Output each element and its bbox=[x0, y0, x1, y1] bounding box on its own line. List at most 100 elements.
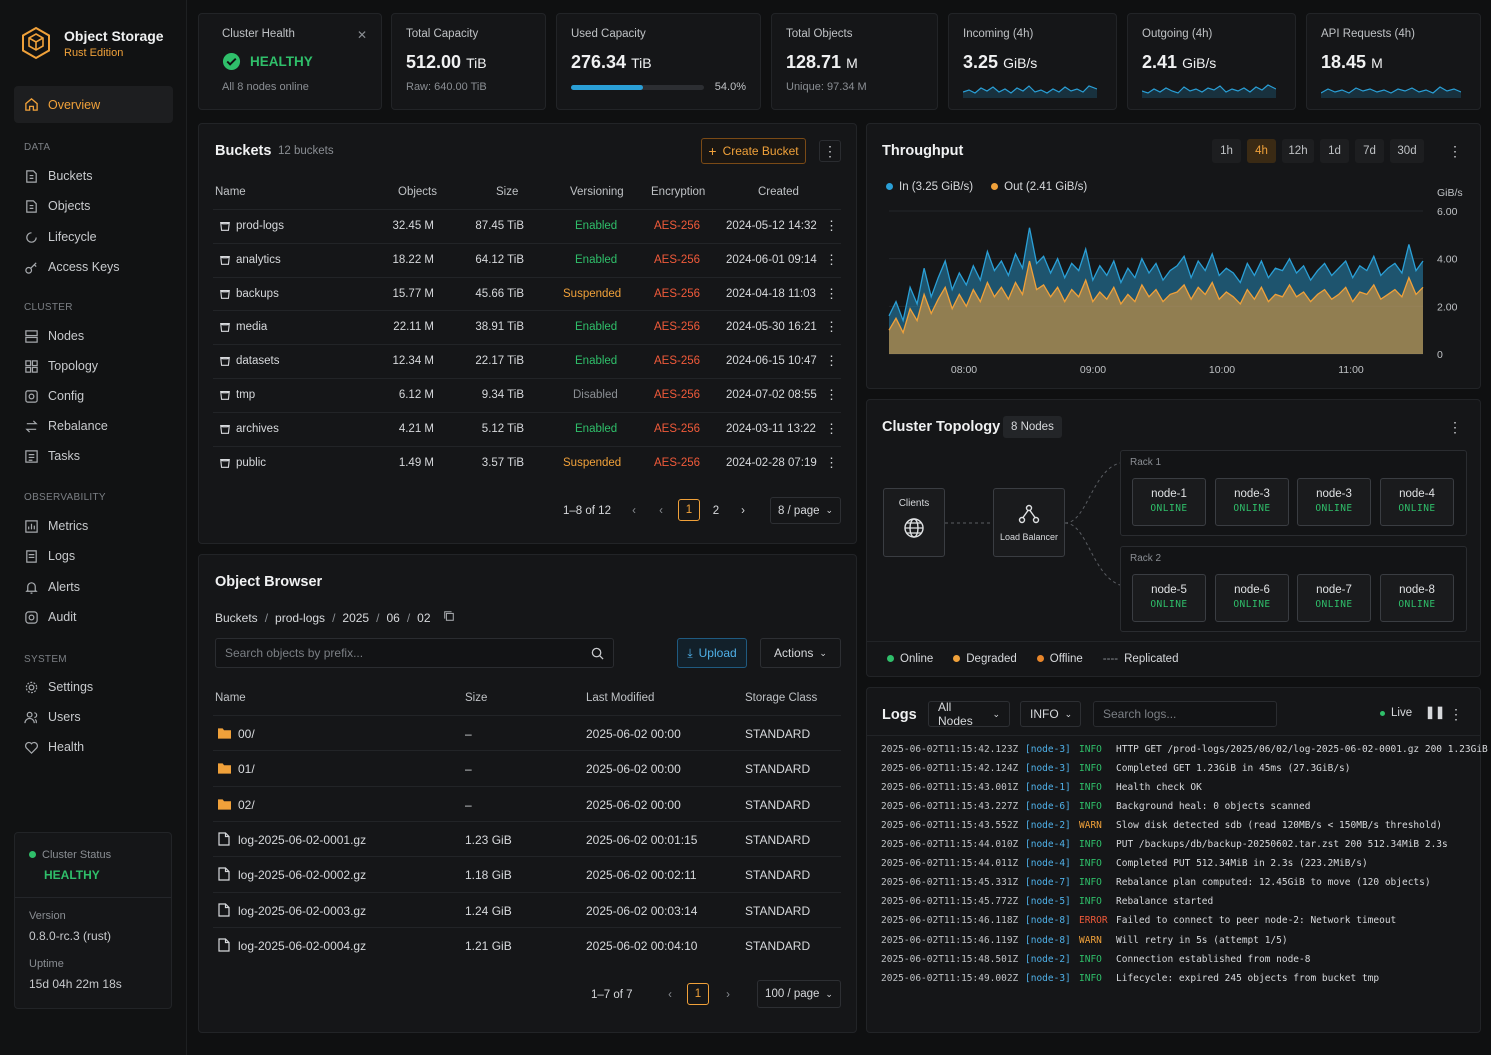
breadcrumb-item[interactable]: Buckets bbox=[215, 610, 258, 625]
prev-page-icon[interactable]: ‹ bbox=[659, 505, 663, 517]
row-more-icon[interactable]: ⋮ bbox=[825, 353, 838, 369]
breadcrumb-item[interactable]: prod-logs bbox=[275, 610, 326, 625]
sidebar-item-config[interactable]: Config bbox=[24, 386, 84, 406]
col-versioning[interactable]: Versioning bbox=[570, 186, 624, 198]
table-row[interactable]: media 22.11 M 38.91 TiB Enabled AES-256 2024-… bbox=[213, 310, 841, 344]
upload-button[interactable]: ⤓ Upload bbox=[677, 638, 747, 668]
sidebar-item-metrics[interactable]: Metrics bbox=[24, 516, 88, 536]
copy-icon[interactable] bbox=[443, 610, 455, 625]
bucket-name[interactable]: archives bbox=[236, 422, 279, 435]
sidebar-item-lifecycle[interactable]: Lifecycle bbox=[24, 227, 97, 247]
table-row[interactable]: datasets 12.34 M 22.17 TiB Enabled AES-256 20… bbox=[213, 344, 841, 378]
sidebar-item-tasks[interactable]: Tasks bbox=[24, 446, 80, 466]
table-row[interactable]: log-2025-06-02-0002.gz 1.18 GiB 2025-06-02… bbox=[213, 856, 841, 891]
prev-page-icon[interactable]: ‹ bbox=[668, 989, 672, 1001]
breadcrumb-item[interactable]: 02 bbox=[417, 610, 431, 625]
sidebar-item-topology[interactable]: Topology bbox=[24, 356, 98, 376]
row-more-icon[interactable]: ⋮ bbox=[825, 251, 838, 267]
timeframe-30d[interactable]: 30d bbox=[1390, 139, 1424, 163]
page-1-button[interactable]: 1 bbox=[687, 983, 709, 1005]
table-row[interactable]: public 1.49 M 3.57 TiB Suspended AES-256 2024… bbox=[213, 445, 841, 480]
node-card[interactable]: node-4 ONLINE bbox=[1380, 478, 1454, 526]
sidebar-item-users[interactable]: Users bbox=[24, 707, 81, 727]
table-row[interactable]: archives 4.21 M 5.12 TiB Enabled AES-256 2024… bbox=[213, 411, 841, 446]
page-1-button[interactable]: 1 bbox=[678, 499, 700, 521]
brand[interactable]: Object Storage Rust Edition bbox=[20, 26, 164, 60]
row-more-icon[interactable]: ⋮ bbox=[825, 319, 838, 335]
sidebar-item-rebalance[interactable]: Rebalance bbox=[24, 416, 108, 436]
close-icon[interactable]: ✕ bbox=[356, 28, 367, 42]
prev-page-icon[interactable]: ‹ bbox=[632, 505, 636, 517]
col-name[interactable]: Name bbox=[215, 692, 246, 704]
bucket-name[interactable]: media bbox=[236, 321, 268, 334]
buckets-more-icon[interactable]: ⋮ bbox=[819, 140, 841, 162]
node-card[interactable]: node-5 ONLINE bbox=[1132, 574, 1206, 622]
load-balancer-node[interactable]: Load Balancer bbox=[993, 488, 1065, 557]
bucket-name[interactable]: prod-logs bbox=[236, 220, 284, 232]
col-size[interactable]: Size bbox=[496, 186, 519, 198]
create-bucket-button[interactable]: + Create Bucket bbox=[701, 138, 806, 164]
throughput-more-icon[interactable]: ⋮ bbox=[1448, 142, 1462, 159]
page-2-button[interactable]: 2 bbox=[712, 505, 720, 517]
table-row[interactable]: 01/ – 2025-06-02 00:00 STANDARD bbox=[213, 750, 841, 785]
row-more-icon[interactable]: ⋮ bbox=[825, 387, 838, 402]
node-card[interactable]: node-3 ONLINE bbox=[1297, 478, 1371, 526]
sidebar-item-settings[interactable]: Settings bbox=[24, 677, 93, 697]
sidebar-item-overview[interactable]: Overview bbox=[14, 86, 173, 123]
node-card[interactable]: node-7 ONLINE bbox=[1297, 574, 1371, 622]
node-card[interactable]: node-8 ONLINE bbox=[1380, 574, 1454, 622]
table-row[interactable]: backups 15.77 M 45.66 TiB Suspended AES-256 2… bbox=[213, 276, 841, 311]
next-page-icon[interactable]: › bbox=[726, 989, 730, 1001]
row-more-icon[interactable]: ⋮ bbox=[825, 454, 838, 470]
actions-button[interactable]: Actions ⌄ bbox=[760, 638, 841, 668]
col-encryption[interactable]: Encryption bbox=[651, 186, 706, 198]
table-row[interactable]: log-2025-06-02-0001.gz 1.23 GiB 2025-06-02… bbox=[213, 820, 841, 856]
col-objects[interactable]: Objects bbox=[398, 186, 437, 198]
sidebar-item-nodes[interactable]: Nodes bbox=[24, 326, 84, 346]
table-row[interactable]: analytics 18.22 M 64.12 TiB Enabled AES-256 2… bbox=[213, 242, 841, 277]
row-more-icon[interactable]: ⋮ bbox=[825, 285, 838, 301]
table-row[interactable]: log-2025-06-02-0004.gz 1.21 GiB 2025-06-02… bbox=[213, 926, 841, 962]
breadcrumb-item[interactable]: 06 bbox=[386, 610, 400, 625]
bucket-name[interactable]: public bbox=[236, 456, 267, 469]
sidebar-item-alerts[interactable]: Alerts bbox=[24, 577, 80, 597]
next-page-icon[interactable]: › bbox=[741, 505, 745, 517]
bucket-name[interactable]: backups bbox=[236, 287, 279, 300]
bucket-name[interactable]: analytics bbox=[236, 253, 281, 266]
col-name[interactable]: Name bbox=[215, 186, 246, 198]
buckets-per-page-select[interactable]: 8 / page ⌄ bbox=[770, 497, 841, 524]
table-row[interactable]: 02/ – 2025-06-02 00:00 STANDARD bbox=[213, 785, 841, 821]
timeframe-12h[interactable]: 12h bbox=[1282, 139, 1314, 163]
object-name[interactable]: 02/ bbox=[238, 797, 255, 812]
col-created[interactable]: Created bbox=[758, 186, 799, 198]
row-more-icon[interactable]: ⋮ bbox=[825, 420, 838, 436]
timeframe-7d[interactable]: 7d bbox=[1355, 139, 1384, 163]
search-objects-input[interactable]: Search objects by prefix... bbox=[215, 638, 614, 668]
node-card[interactable]: node-1 ONLINE bbox=[1132, 478, 1206, 526]
sidebar-item-audit[interactable]: Audit bbox=[24, 607, 77, 627]
level-filter-select[interactable]: INFO ⌄ bbox=[1020, 701, 1081, 727]
logs-more-icon[interactable]: ⋮ bbox=[1449, 705, 1463, 722]
col-storage-class[interactable]: Storage Class bbox=[745, 692, 818, 704]
table-row[interactable]: prod-logs 32.45 M 87.45 TiB Enabled AES-256 2… bbox=[213, 209, 841, 243]
timeframe-1h[interactable]: 1h bbox=[1212, 139, 1241, 163]
bucket-name[interactable]: datasets bbox=[236, 355, 280, 368]
timeframe-4h[interactable]: 4h bbox=[1247, 139, 1276, 163]
object-name[interactable]: log-2025-06-02-0003.gz bbox=[238, 903, 367, 918]
object-name[interactable]: log-2025-06-02-0001.gz bbox=[238, 832, 367, 847]
node-filter-select[interactable]: All Nodes ⌄ bbox=[928, 700, 1010, 728]
pause-icon[interactable]: ❚❚ bbox=[1425, 705, 1446, 719]
node-card[interactable]: node-3 ONLINE bbox=[1215, 478, 1289, 526]
object-name[interactable]: log-2025-06-02-0004.gz bbox=[238, 938, 367, 953]
col-last-modified[interactable]: Last Modified bbox=[586, 692, 655, 704]
sidebar-item-health[interactable]: Health bbox=[24, 737, 84, 757]
sidebar-item-buckets[interactable]: Buckets bbox=[24, 166, 92, 186]
table-row[interactable]: 00/ – 2025-06-02 00:00 STANDARD bbox=[213, 715, 841, 750]
topology-more-icon[interactable]: ⋮ bbox=[1448, 418, 1462, 435]
search-logs-input[interactable]: Search logs... bbox=[1093, 701, 1277, 727]
live-indicator[interactable]: Live bbox=[1380, 707, 1412, 719]
row-more-icon[interactable]: ⋮ bbox=[825, 218, 838, 233]
sidebar-item-access-keys[interactable]: Access Keys bbox=[24, 257, 120, 277]
sidebar-item-objects[interactable]: Objects bbox=[24, 196, 90, 216]
breadcrumb-item[interactable]: 2025 bbox=[342, 610, 370, 625]
